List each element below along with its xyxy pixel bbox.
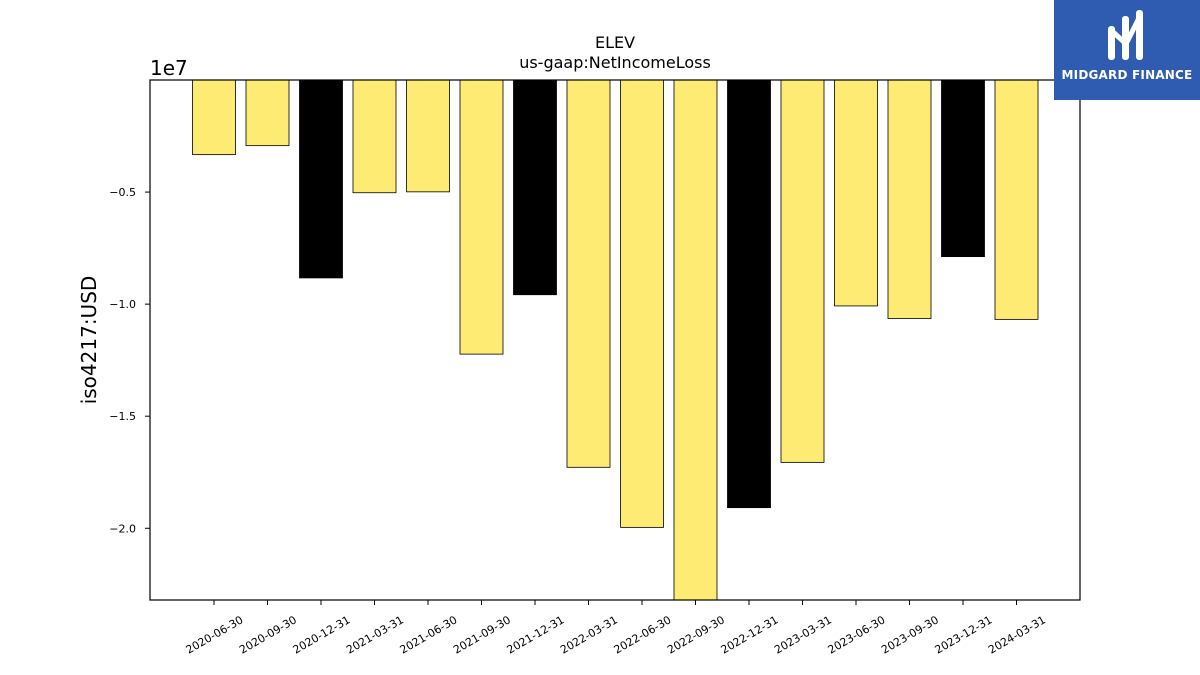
x-tick-label: 2022-09-30	[665, 613, 727, 656]
bar-2021-03-31	[352, 79, 397, 194]
bar-2020-06-30	[192, 79, 236, 156]
x-tick-label: 2022-06-30	[612, 613, 674, 656]
chart-subtitle: us-gaap:NetIncomeLoss	[519, 53, 711, 72]
y-tick-label: −0.5	[109, 186, 136, 199]
x-tick-label: 2023-03-31	[772, 613, 834, 656]
x-tick-label: 2023-09-30	[879, 613, 941, 656]
chart-title: ELEV	[595, 33, 635, 52]
y-axis-ticks: −0.5 −1.0 −1.5 −2.0	[109, 186, 150, 535]
bar-2023-09-30	[887, 79, 932, 319]
brand-logo: MIDGARD FINANCE	[1054, 0, 1200, 100]
bar-2023-06-30	[834, 79, 878, 307]
bar-2020-09-30	[245, 79, 290, 147]
bar-2021-06-30	[406, 79, 450, 193]
bar-2022-06-30	[620, 79, 664, 528]
x-axis-ticks: 2020-06-302020-09-302020-12-312021-03-31…	[184, 600, 1048, 657]
x-tick-label: 2021-03-31	[344, 613, 406, 656]
bar-2023-12-31	[941, 79, 985, 258]
x-tick-label: 2022-03-31	[558, 613, 620, 656]
bar-2023-03-31	[780, 79, 825, 463]
bar-2021-09-30	[459, 79, 504, 355]
bar-2022-12-31	[727, 79, 771, 509]
bar-2022-09-30	[673, 79, 718, 601]
x-tick-label: 2021-06-30	[398, 613, 460, 656]
bar-2024-03-31	[994, 79, 1039, 320]
bars-group	[192, 79, 1039, 601]
bar-2020-12-31	[299, 79, 343, 279]
x-tick-label: 2021-09-30	[451, 613, 513, 656]
y-tick-label: −2.0	[109, 522, 136, 535]
x-tick-label: 2020-12-31	[291, 613, 353, 656]
bar-2021-12-31	[513, 79, 557, 296]
brand-name: MIDGARD FINANCE	[1061, 68, 1193, 82]
midgard-logo-icon	[1108, 10, 1143, 60]
x-tick-label: 2023-12-31	[933, 613, 995, 656]
x-tick-label: 2020-06-30	[184, 613, 246, 656]
x-tick-label: 2023-06-30	[826, 613, 888, 656]
y-axis-label: iso4217:USD	[77, 276, 101, 405]
x-tick-label: 2020-09-30	[237, 613, 299, 656]
y-axis-offset-label: 1e7	[150, 56, 188, 80]
x-tick-label: 2021-12-31	[505, 613, 567, 656]
x-tick-label: 2024-03-31	[986, 613, 1048, 656]
bar-2022-03-31	[566, 79, 611, 468]
y-tick-label: −1.5	[109, 410, 136, 423]
y-tick-label: −1.0	[109, 298, 136, 311]
plot-frame	[149, 79, 1081, 601]
x-tick-label: 2022-12-31	[719, 613, 781, 656]
